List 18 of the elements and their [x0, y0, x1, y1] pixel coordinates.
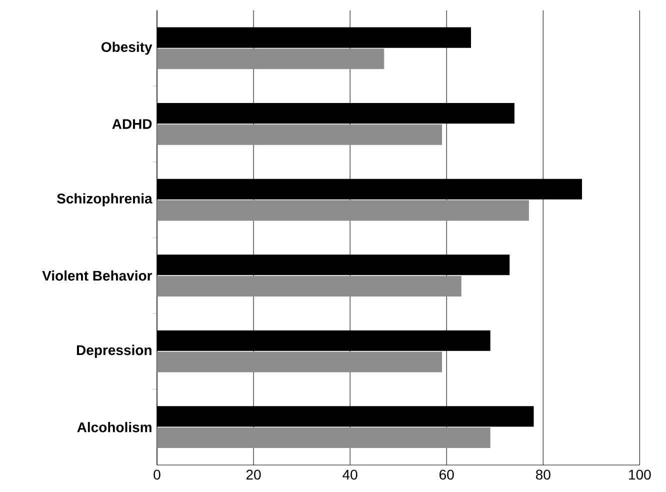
x-tick-label: 40: [342, 470, 358, 480]
y-tick-label: Alcoholism: [77, 422, 152, 432]
bar: [157, 276, 462, 296]
y-tick-label: Obesity: [102, 42, 152, 55]
bar: [157, 124, 442, 145]
x-tick-label: 100: [629, 470, 651, 480]
x-tick-label: 60: [440, 470, 454, 480]
y-tick-label: ADHD: [112, 119, 152, 129]
bar: [157, 200, 529, 221]
y-tick-label: Depression: [76, 344, 152, 358]
y-tick-label: Schizophrenia: [57, 193, 152, 206]
bar: [157, 48, 384, 70]
y-tick-label: Violent Behavior: [42, 270, 152, 281]
x-tick-label: 20: [246, 470, 261, 480]
x-tick-label: 80: [536, 470, 550, 480]
bar: [157, 428, 490, 448]
x-tick-label: 0: [154, 470, 160, 480]
bar: [157, 352, 442, 372]
